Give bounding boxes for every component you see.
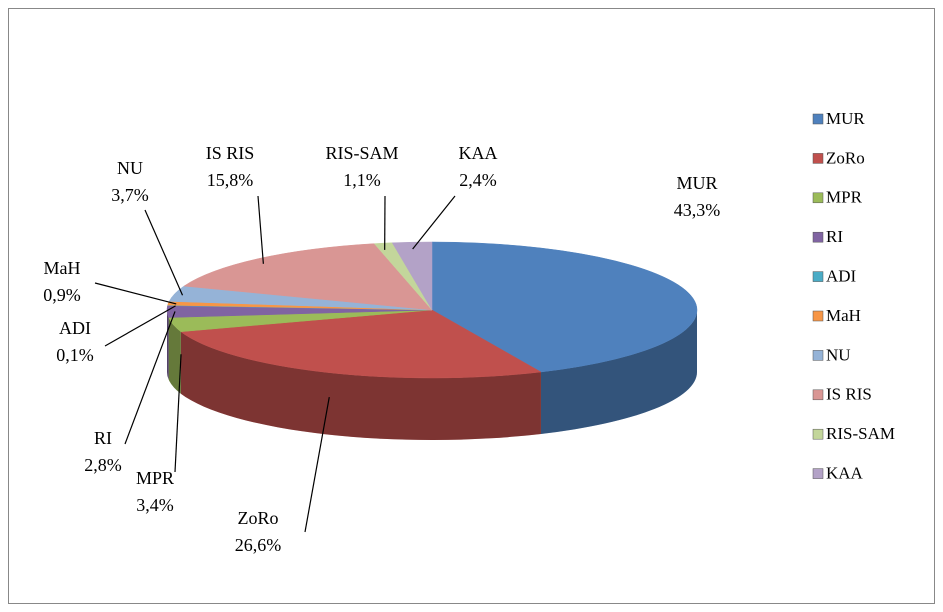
leader-line (94, 282, 177, 305)
legend-label: ZoRo (826, 148, 865, 167)
legend-label: MPR (826, 188, 863, 207)
leader-line (104, 305, 176, 347)
legend-swatch (812, 428, 824, 440)
slice-category-label: MUR (676, 173, 717, 193)
slice-value-label: 3,7% (111, 185, 149, 205)
slice-value-label: 2,4% (459, 170, 497, 190)
slice (183, 243, 433, 311)
legend-swatch (812, 231, 824, 243)
legend-swatch (812, 271, 824, 282)
legend-label: KAA (826, 464, 864, 483)
slice-side-shade (168, 317, 181, 394)
legend-label: IS RIS (826, 385, 872, 404)
legend-label: RIS-SAM (826, 424, 895, 443)
slice-side-shade (167, 310, 169, 380)
legend-swatch (812, 113, 824, 125)
slice (431, 241, 698, 373)
legend-label: NU (826, 345, 851, 364)
slice-side-shade (540, 310, 697, 434)
slice-category-label: ADI (59, 318, 91, 338)
legend-label: MaH (826, 306, 861, 325)
leader-line (174, 354, 182, 473)
leader-line (304, 396, 330, 533)
legend-swatch (812, 350, 824, 361)
slice (180, 309, 542, 379)
legend-label: MUR (826, 109, 865, 128)
slice-category-label: IS RIS (206, 143, 255, 163)
leader-line (124, 311, 176, 445)
leader-line (144, 209, 184, 296)
leader-line (412, 195, 456, 250)
legend-swatch (812, 468, 824, 479)
slice-value-label: 2,8% (84, 455, 122, 475)
slice-side (180, 331, 541, 441)
slice-category-label: ZoRo (237, 508, 278, 528)
slice-value-label: 1,1% (343, 170, 381, 190)
slice-value-label: 0,1% (56, 345, 94, 365)
slice-value-label: 26,6% (235, 535, 282, 555)
legend-label: ADI (826, 267, 857, 286)
legend-swatch (812, 310, 824, 322)
slice-category-label: KAA (459, 143, 498, 163)
leader-line (257, 195, 264, 264)
slice-side (167, 310, 169, 380)
slice (391, 241, 433, 311)
slice-category-label: MPR (136, 468, 174, 488)
legend-label: RI (826, 227, 843, 246)
slice-side-shade (180, 331, 541, 441)
legend-swatch (812, 153, 824, 164)
slice-category-label: RIS-SAM (325, 143, 398, 163)
slice-side (168, 317, 181, 394)
slice-category-label: MaH (44, 258, 81, 278)
slice-value-label: 0,9% (43, 285, 81, 305)
slice-category-label: RI (94, 428, 112, 448)
legend-swatch (812, 192, 824, 204)
legend-swatch (812, 389, 824, 401)
slice-value-label: 43,3% (674, 200, 721, 220)
slice-side (540, 310, 697, 434)
slice-value-label: 15,8% (207, 170, 254, 190)
slice-value-label: 3,4% (136, 495, 174, 515)
slice-category-label: NU (117, 158, 143, 178)
